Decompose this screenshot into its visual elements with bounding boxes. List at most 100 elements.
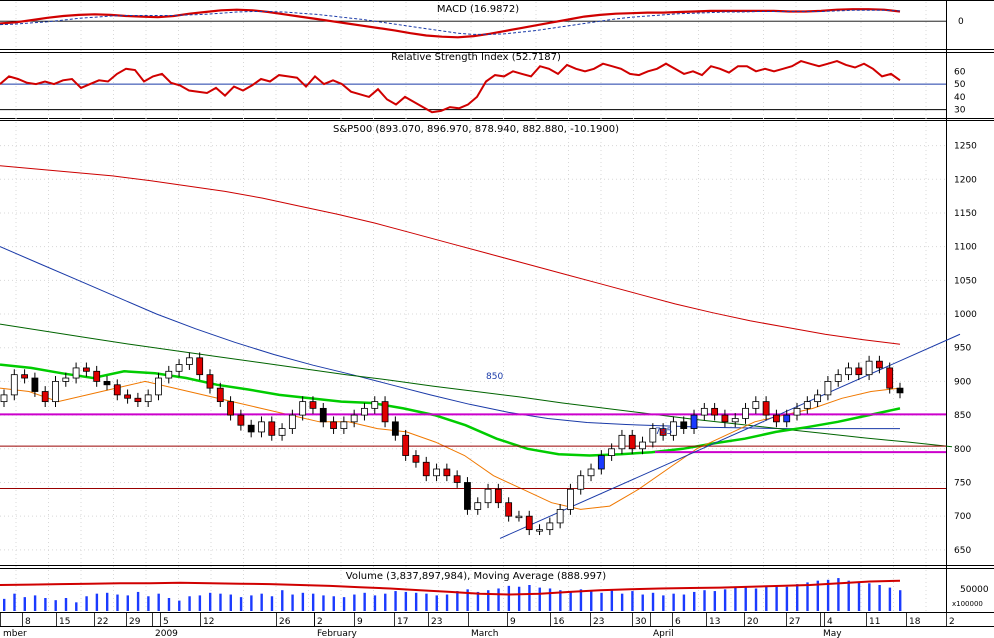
candle-body	[834, 374, 842, 382]
candle-body	[546, 522, 554, 531]
volume-bar	[384, 593, 387, 611]
price-tick-label: 1150	[954, 209, 977, 219]
volume-bar	[445, 594, 449, 611]
x-axis-label: 23	[431, 617, 442, 627]
candle-body	[72, 367, 80, 379]
price-tick-label: 1100	[954, 243, 977, 253]
volume-bar	[600, 592, 603, 611]
volume-bar	[95, 593, 99, 611]
candle-body	[330, 421, 337, 429]
candle-body	[484, 488, 492, 504]
x-axis-label: 30	[635, 617, 647, 627]
candle-body	[361, 407, 368, 416]
price-panel	[0, 165, 961, 539]
candle-body	[134, 397, 142, 403]
price-title: S&P500 (893.070, 896.970, 878.940, 882.8…	[333, 124, 619, 135]
candle-body	[350, 414, 358, 423]
price-tick-label: 900	[954, 377, 971, 387]
candle-body	[288, 414, 296, 429]
price-tick-label: 650	[954, 546, 971, 556]
volume-bar	[579, 589, 583, 611]
volume-bar	[75, 602, 78, 611]
candle-body	[525, 515, 533, 531]
candle-body	[876, 360, 883, 369]
price-tick-label: 800	[954, 445, 971, 455]
candle-body	[597, 455, 605, 470]
volume-bar	[703, 590, 706, 611]
candle-body	[670, 421, 677, 436]
candle-body	[700, 407, 708, 416]
candle-body	[175, 364, 183, 372]
volume-bar	[847, 580, 850, 611]
volume-bar	[33, 595, 37, 611]
candle-body	[31, 377, 39, 392]
candle-body	[628, 434, 636, 450]
candle-body	[639, 441, 646, 450]
volume-bar	[208, 592, 212, 611]
rsi-tick-label: 50	[954, 80, 966, 90]
volume-bar	[260, 593, 263, 611]
volume-bar	[590, 591, 593, 611]
volume-bar	[85, 596, 88, 611]
candle-body	[505, 502, 513, 517]
candle-body	[474, 502, 482, 510]
volume-bar	[682, 594, 686, 611]
x-axis-label: 11	[869, 617, 880, 627]
rsi-tick-label: 40	[954, 93, 966, 103]
candle-body	[340, 421, 348, 429]
candle-body	[268, 421, 276, 436]
moving-average-ma-green	[0, 363, 901, 457]
candle-body	[752, 401, 760, 409]
annotation-850: 850	[486, 372, 503, 382]
x-axis-label: mber	[3, 629, 27, 638]
volume-bar	[167, 598, 171, 611]
candle-body	[41, 391, 49, 403]
x-axis-label: February	[317, 629, 358, 638]
rsi-tick-label: 30	[954, 106, 966, 116]
macd-line	[0, 8, 901, 39]
candle-body	[453, 475, 461, 483]
x-axis-label: 23	[593, 617, 604, 627]
price-tick-label: 950	[954, 344, 971, 354]
candle-body	[278, 428, 286, 436]
candle-body	[144, 394, 152, 403]
candle-body	[803, 401, 811, 409]
moving-average-ma-blue	[0, 246, 900, 430]
candle-body	[494, 488, 502, 504]
rsi-line	[0, 60, 901, 114]
volume-bar	[105, 592, 109, 611]
x-axis-label: 12	[203, 617, 214, 627]
x-axis-label: 17	[397, 617, 408, 627]
volume-bar	[775, 585, 778, 611]
volume-bar	[281, 590, 284, 611]
candle-body	[206, 374, 214, 389]
volume-bar	[888, 587, 892, 611]
candle-body	[124, 394, 131, 399]
volume-title: Volume (3,837,897,984), Moving Average (…	[346, 571, 606, 582]
x-axis-label: 22	[97, 617, 108, 627]
candle-body	[587, 468, 595, 477]
volume-bar	[136, 591, 140, 611]
volume-bar	[796, 584, 799, 611]
volume-bar	[878, 585, 881, 611]
candle-body	[814, 394, 822, 403]
candle-body	[845, 367, 852, 376]
macd-signal-line	[0, 9, 901, 35]
volume-bar	[291, 594, 294, 611]
candle-body	[608, 448, 616, 456]
volume-bar	[425, 593, 428, 611]
volume-bar	[548, 588, 552, 611]
candle-body	[227, 401, 234, 416]
volume-bar	[435, 595, 438, 611]
volume-bar	[857, 581, 861, 611]
volume-bar	[322, 595, 325, 611]
candle-body	[556, 509, 564, 524]
volume-bar	[672, 593, 675, 611]
x-axis-label: March	[471, 629, 498, 638]
candle-body	[216, 387, 224, 403]
candle-body	[412, 455, 420, 463]
candle-body	[10, 374, 18, 396]
x-axis-label: 27	[789, 617, 800, 627]
x-axis-label: 4	[827, 617, 833, 627]
